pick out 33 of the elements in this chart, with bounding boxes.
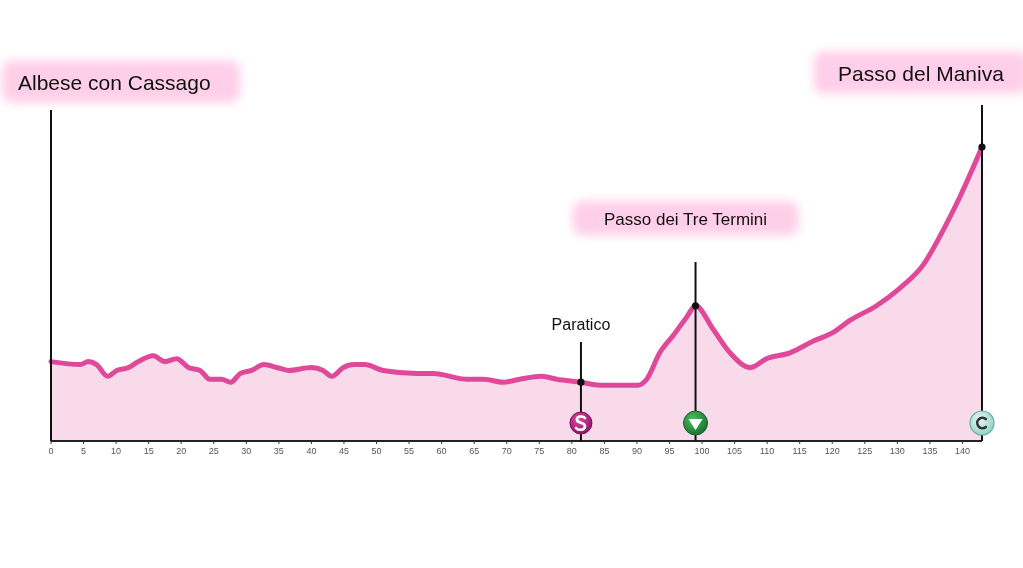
x-tick-label: 55 [404,446,415,456]
x-tick-label: 85 [599,446,610,456]
x-tick-label: 100 [694,446,710,456]
x-tick-label: 135 [922,446,938,456]
ref-line-label: Passo del Maniva [838,62,1005,85]
x-tick-label: 50 [371,446,382,456]
x-tick-label: 10 [111,446,122,456]
x-tick-label: 125 [857,446,873,456]
x-tick-label: 140 [954,446,970,456]
x-tick-label: 0 [48,446,54,456]
x-tick-label: 35 [273,446,284,456]
x-tick-label: 20 [176,446,187,456]
x-tick-label: 105 [727,446,743,456]
x-tick-label: 30 [241,446,252,456]
x-tick-label: 65 [469,446,480,456]
ref-line-label: Paratico [551,316,611,333]
x-tick-label: 115 [792,446,807,456]
ref-line-label: Albese con Cassago [18,71,211,94]
x-tick-label: 15 [143,446,154,456]
x-tick-label: 5 [81,446,87,456]
x-tick-label: 60 [436,446,447,456]
x-tick-label: 80 [566,446,577,456]
x-tick-label: 95 [664,446,675,456]
x-tick-label: 130 [889,446,905,456]
x-tick-label: 45 [338,446,349,456]
x-tick-label: 70 [501,446,512,456]
x-tick-label: 110 [759,446,775,456]
ref-line-label: Passo dei Tre Termini [603,210,768,229]
x-tick-label: 75 [534,446,545,456]
x-tick-label: 120 [824,446,840,456]
x-tick-label: 25 [208,446,219,456]
x-tick-label: 90 [631,446,642,456]
x-tick-label: 40 [306,446,317,456]
